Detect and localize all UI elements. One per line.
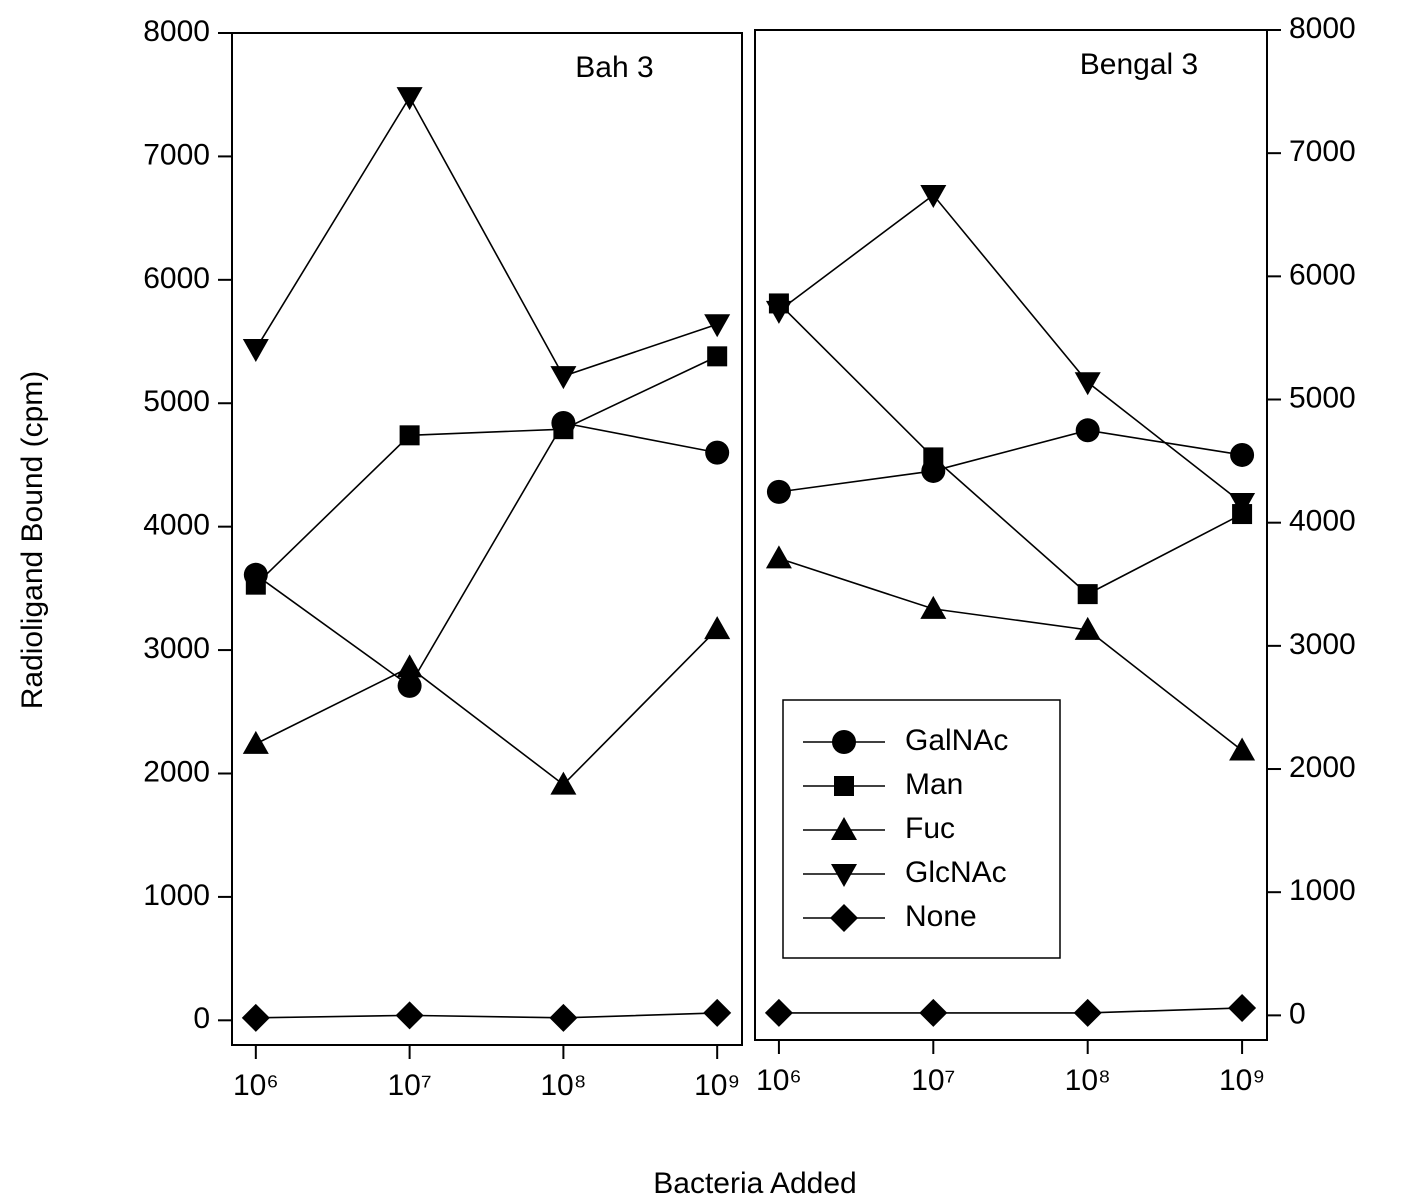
marker [1228, 993, 1257, 1022]
x-tick-label: 10⁷ [387, 1069, 431, 1102]
y-axis-label: Radioligand Bound (cpm) [16, 371, 49, 710]
y-tick-label: 3000 [1289, 628, 1356, 661]
x-tick-label: 10⁷ [911, 1064, 955, 1097]
y-tick-label: 4000 [143, 509, 210, 542]
marker [396, 87, 423, 111]
marker [704, 616, 731, 640]
legend-label: GalNAc [905, 724, 1008, 757]
marker [550, 366, 577, 390]
marker [397, 673, 422, 698]
marker [399, 425, 420, 446]
plot-frame [231, 32, 743, 1046]
y-tick-label: 3000 [143, 632, 210, 665]
y-tick-label: 4000 [1289, 505, 1356, 538]
marker [553, 419, 574, 440]
marker [1075, 418, 1100, 443]
marker [834, 776, 854, 796]
y-tick-label: 6000 [143, 262, 210, 295]
series-line [778, 302, 1243, 596]
marker [703, 998, 732, 1027]
marker [242, 730, 269, 754]
marker [707, 346, 728, 367]
y-tick-label: 0 [193, 1002, 210, 1035]
y-tick-label: 8000 [143, 15, 210, 48]
marker [1229, 492, 1256, 516]
y-tick-label: 8000 [1289, 12, 1356, 45]
panel-title: Bengal 3 [1080, 48, 1198, 81]
marker [920, 185, 947, 209]
marker [1077, 584, 1098, 605]
x-tick-label: 10⁸ [1065, 1064, 1111, 1097]
marker [920, 595, 947, 619]
marker [830, 904, 858, 932]
marker [919, 998, 948, 1027]
marker [705, 440, 730, 465]
marker [831, 817, 857, 840]
marker [1074, 372, 1101, 396]
y-tick-label: 5000 [143, 385, 210, 418]
marker [550, 771, 577, 795]
marker [1073, 998, 1102, 1027]
y-tick-label: 2000 [1289, 751, 1356, 784]
x-tick-label: 10⁶ [756, 1064, 802, 1097]
x-tick-label: 10⁸ [540, 1069, 586, 1102]
y-tick-label: 5000 [1289, 381, 1356, 414]
marker [1229, 737, 1256, 761]
legend-box [782, 699, 1061, 959]
y-tick-label: 1000 [1289, 874, 1356, 907]
x-axis-label: Bacteria Added [653, 1167, 856, 1200]
marker [245, 574, 266, 595]
y-tick-label: 1000 [143, 879, 210, 912]
series-line [778, 429, 1243, 493]
marker [923, 447, 944, 468]
marker [396, 654, 423, 678]
marker [765, 300, 792, 324]
y-tick-label: 0 [1289, 997, 1306, 1030]
y-tick-label: 2000 [143, 755, 210, 788]
marker [242, 338, 269, 362]
marker [832, 730, 856, 754]
legend-label: GlcNAc [905, 856, 1007, 889]
y-tick-label: 7000 [1289, 135, 1356, 168]
series-line [778, 557, 1243, 752]
legend-label: None [905, 900, 977, 933]
marker [1074, 616, 1101, 640]
x-tick-label: 10⁹ [1219, 1064, 1265, 1097]
legend-label: Fuc [905, 812, 955, 845]
series-line [255, 422, 718, 688]
marker [241, 1003, 270, 1032]
series-line [255, 1012, 718, 1019]
marker [549, 1003, 578, 1032]
x-tick-label: 10⁹ [694, 1069, 740, 1102]
series-line [778, 1007, 1243, 1014]
plot-frame [754, 29, 1268, 1041]
y-tick-label: 6000 [1289, 258, 1356, 291]
marker [1230, 442, 1255, 467]
marker [766, 479, 791, 504]
marker [831, 864, 857, 887]
marker [395, 1001, 424, 1030]
marker [765, 545, 792, 569]
x-tick-label: 10⁶ [233, 1069, 279, 1102]
legend-label: Man [905, 768, 963, 801]
series-line [255, 628, 718, 786]
y-tick-label: 7000 [143, 138, 210, 171]
marker [704, 314, 731, 338]
series-line [255, 355, 718, 586]
panel-title: Bah 3 [575, 51, 653, 84]
series-line [778, 193, 1243, 504]
series-line [255, 95, 718, 378]
marker [764, 998, 793, 1027]
